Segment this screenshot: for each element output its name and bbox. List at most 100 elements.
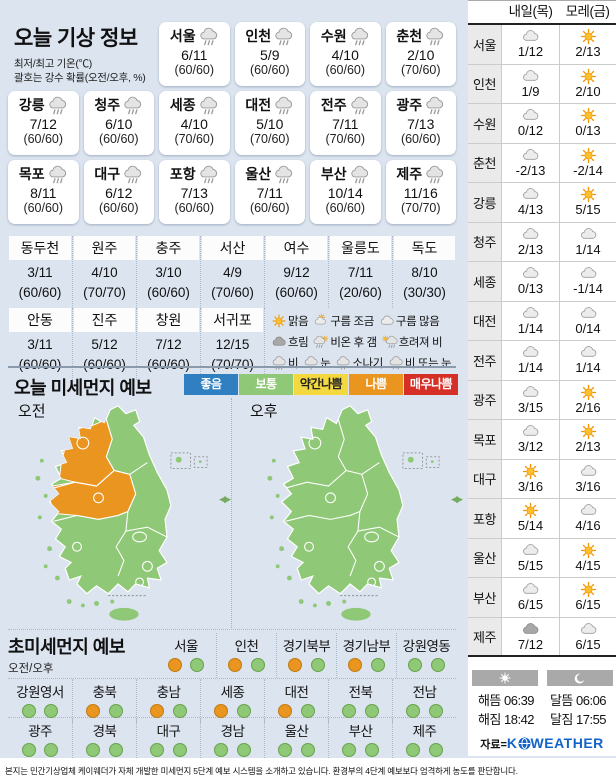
dayafter-temp: 5/15 [575,202,601,217]
city-min-max-temp: 12/15 [215,337,250,353]
forecast-city-name: 청주 [468,222,502,261]
rain-icon [349,164,370,185]
ultrafine-region-cell: 전남 [392,679,456,723]
city-precip-prob: (60/60) [325,201,366,216]
am-dust-dot [214,743,229,757]
ultrafine-header: 초미세먼지 예보 오전/오후 [8,633,156,678]
forecast-city-name: 대구 [468,459,502,498]
ultrafine-region-cell: 울산 [264,718,328,762]
city-name: 서산 [202,236,263,260]
city-weather-card: 강릉 7/12 (60/60) [8,91,79,155]
brand-k: K [506,735,518,751]
rain-icon [273,26,294,47]
moon-icon [546,670,613,686]
ultrafine-region-cell: 강원영서 [8,679,72,723]
city-min-max-temp: 7/11 [256,185,283,201]
rainorsnow-icon [388,355,404,371]
forecast-city-name: 목포 [468,420,502,459]
dayafter-temp: 2/10 [575,83,601,99]
forecast-city-name: 춘천 [468,143,502,182]
tomorrow-temp: 1/12 [517,44,544,59]
city-weather-card: 춘천 2/10 (70/60) [385,22,456,86]
rain-icon [349,95,370,116]
city-min-max-temp: 4/10 [331,47,359,63]
extra-cities-row-2: 안동 3/11 (60/60) 진주 5/12 (60/60) 창원 7/12 (60… [8,308,456,381]
extra-city-cell: 서산 4/9 (70/60) [200,236,264,309]
city-precip-prob: (20/60) [339,284,382,300]
rain-icon [273,95,294,116]
city-precip-prob: (70/60) [249,132,290,147]
city-min-max-temp: 3/10 [155,265,182,280]
cloud-icon [521,225,540,242]
am-dust-dot [21,704,36,718]
rain-icon [47,95,68,116]
region-name: 강원영서 [16,685,64,700]
darkcloud-icon [521,620,540,637]
tomorrow-temp: 0/12 [517,123,544,138]
cloud-icon [579,304,598,321]
tomorrow-cell: 6/15 [502,578,559,617]
am-dust-dot [348,658,363,672]
extra-city-cell: 독도 8/10 (30/30) [392,236,456,309]
dayafter-cell: -2/14 [559,143,616,182]
city-precip-prob: (70/60) [174,132,215,147]
region-name: 경기북부 [282,639,331,654]
forecast-row: 포항 5/14 4/16 [468,499,616,539]
forecast-row: 세종 0/13 -1/14 [468,262,616,302]
city-precip-prob: (60/60) [275,284,318,300]
city-precip-prob: (60/60) [174,201,215,216]
tomorrow-cell: 5/15 [502,539,559,578]
forecast-city-name: 포항 [468,499,502,538]
tomorrow-cell: 0/13 [502,262,559,301]
forecast-city-name: 울산 [468,538,502,577]
cloud-icon [521,541,540,558]
dust-level-pill: 약간나쁨 [294,374,348,395]
tomorrow-temp: 1/14 [517,360,544,375]
forecast-row: 서울 1/12 2/13 [468,25,616,65]
region-name: 강원영동 [402,639,451,654]
dayafter-temp: 1/14 [575,360,601,375]
city-name: 부산 [320,166,347,182]
city-weather-card: 서울 6/11 (60/60) [159,22,230,86]
extra-city-cell: 원주 4/10 (70/70) [72,236,136,309]
cloud-icon [579,343,598,360]
pm-dust-dot [310,658,325,672]
extra-city-cell: 서귀포 12/15 (70/70) [200,308,264,381]
dayafter-temp: 6/15 [575,636,601,652]
pm-dust-dot [44,743,59,757]
city-weather-card: 전주 7/11 (70/60) [310,91,381,155]
forecast-row: 청주 2/13 1/14 [468,222,616,262]
ultrafine-region-cell: 충남 [136,679,200,723]
sun-icon [521,501,540,519]
ultrafine-region-cell: 강원영동 [396,633,456,678]
forecast-row: 울산 5/15 4/15 [468,538,616,578]
region-name: 충북 [92,685,117,700]
forecast-city-name: 제주 [468,617,502,655]
tomorrow-cell: 5/14 [502,499,559,538]
city-precip-prob: (60/60) [83,356,126,372]
city-min-max-temp: 8/10 [411,265,438,280]
city-precip-prob: (60/60) [18,284,62,300]
ultrafine-row-3: 광주 경북 대구 경남 울산 부산 [8,718,456,762]
ultrafine-row-2: 강원영서 충북 충남 세종 대전 전북 [8,679,456,723]
dust-level-pill: 보통 [239,374,293,395]
am-dust-dot [278,704,293,718]
city-name: 충주 [138,236,199,260]
city-precip-prob: (60/60) [23,201,64,216]
dayafter-cell: 0/13 [559,104,616,143]
region-name: 제주 [412,724,437,739]
region-name: 전북 [348,685,373,700]
dayafter-cell: 0/14 [559,301,616,340]
extra-city-cell: 울릉도 7/11 (20/60) [328,236,392,309]
cloud-icon [379,313,395,329]
tomorrow-cell: 3/16 [502,460,559,499]
city-name: 대전 [245,97,272,113]
pm-dust-dot [44,704,59,718]
city-min-max-temp: 5/10 [256,116,284,132]
shower-icon [335,355,351,371]
legend-item: 흐려져 비 [381,334,443,350]
dayafter-cell: 1/14 [559,222,616,261]
pm-dust-dot [428,743,443,757]
am-dust-dot [406,743,421,757]
rain-icon [122,95,143,116]
